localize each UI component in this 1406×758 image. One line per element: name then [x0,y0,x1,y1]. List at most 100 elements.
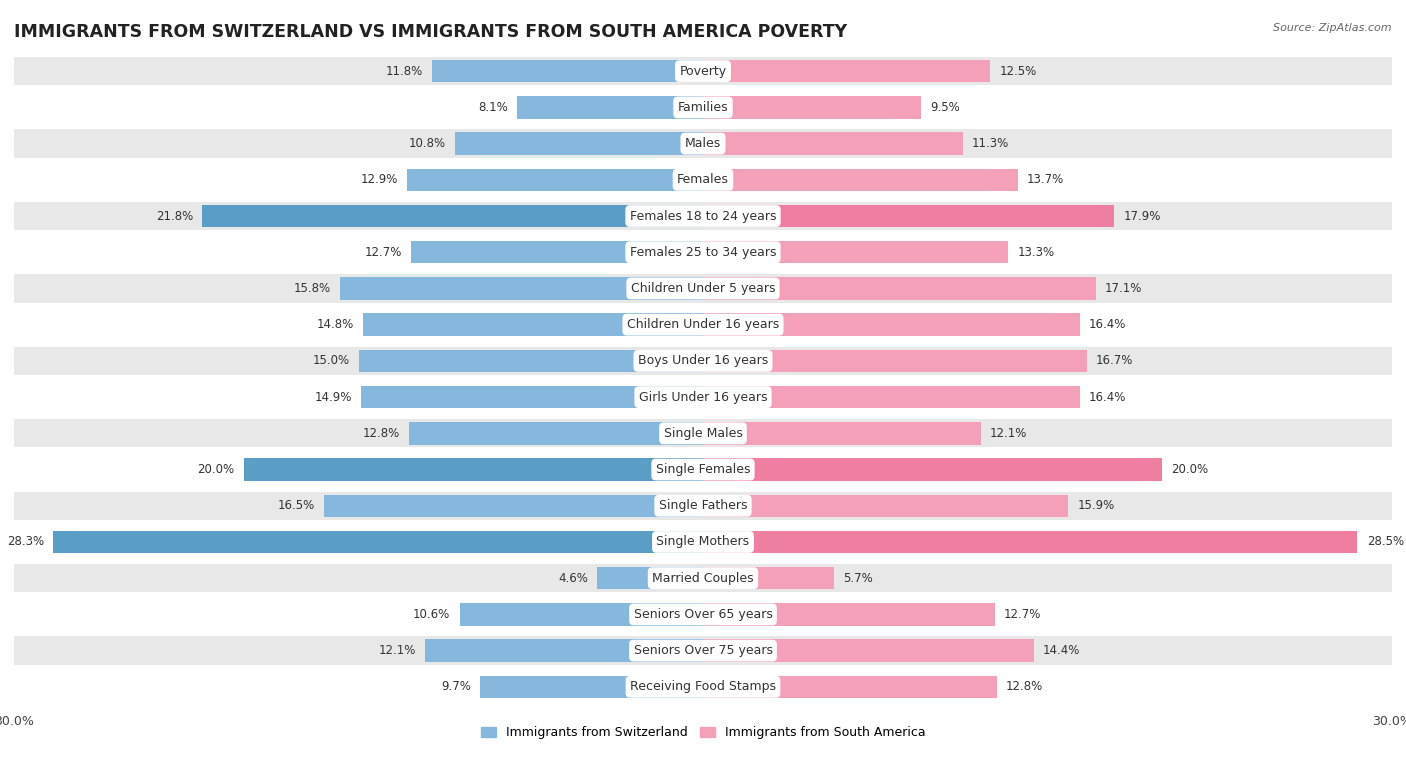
Bar [703,133,963,155]
Text: 10.6%: 10.6% [413,608,450,621]
Text: Seniors Over 75 years: Seniors Over 75 years [634,644,772,657]
Text: 15.9%: 15.9% [1077,500,1115,512]
Bar [703,494,1069,517]
Text: 8.1%: 8.1% [478,101,508,114]
Bar [53,531,703,553]
Bar [425,640,703,662]
Text: 17.9%: 17.9% [1123,209,1160,223]
Bar [14,528,1392,556]
Bar [14,637,1392,665]
Text: Females 18 to 24 years: Females 18 to 24 years [630,209,776,223]
Legend: Immigrants from Switzerland, Immigrants from South America: Immigrants from Switzerland, Immigrants … [475,722,931,744]
Bar [481,675,703,698]
Text: 16.4%: 16.4% [1088,318,1126,331]
Bar [14,672,1392,701]
Bar [432,60,703,83]
Text: Single Fathers: Single Fathers [659,500,747,512]
Text: 11.3%: 11.3% [972,137,1010,150]
Text: Single Females: Single Females [655,463,751,476]
Bar [323,494,703,517]
Bar [14,419,1392,447]
Bar [14,311,1392,339]
Text: 12.8%: 12.8% [363,427,399,440]
Bar [14,383,1392,412]
Text: 15.8%: 15.8% [294,282,330,295]
Bar [703,531,1358,553]
Bar [361,386,703,409]
Bar [703,603,994,625]
Text: 13.7%: 13.7% [1026,174,1064,186]
Bar [14,130,1392,158]
Text: 12.7%: 12.7% [364,246,402,258]
Bar [340,277,703,299]
Bar [598,567,703,590]
Text: 17.1%: 17.1% [1105,282,1142,295]
Bar [703,422,981,444]
Text: 28.5%: 28.5% [1367,535,1403,549]
Bar [703,205,1114,227]
Bar [703,241,1008,264]
Text: Source: ZipAtlas.com: Source: ZipAtlas.com [1274,23,1392,33]
Text: Receiving Food Stamps: Receiving Food Stamps [630,681,776,694]
Text: 9.7%: 9.7% [441,681,471,694]
Text: 12.1%: 12.1% [990,427,1028,440]
Bar [703,675,997,698]
Text: Girls Under 16 years: Girls Under 16 years [638,390,768,403]
Text: Families: Families [678,101,728,114]
Text: 4.6%: 4.6% [558,572,588,584]
Bar [517,96,703,118]
Bar [243,459,703,481]
Text: 10.8%: 10.8% [409,137,446,150]
Text: Single Mothers: Single Mothers [657,535,749,549]
Text: 28.3%: 28.3% [7,535,44,549]
Bar [14,238,1392,266]
Bar [460,603,703,625]
Bar [202,205,703,227]
Bar [14,57,1392,86]
Text: 12.7%: 12.7% [1004,608,1042,621]
Text: 16.5%: 16.5% [277,500,315,512]
Text: Single Males: Single Males [664,427,742,440]
Bar [14,600,1392,628]
Bar [359,349,703,372]
Bar [703,168,1018,191]
Text: 16.4%: 16.4% [1088,390,1126,403]
Bar [14,564,1392,592]
Text: 20.0%: 20.0% [1171,463,1209,476]
Text: 11.8%: 11.8% [385,64,423,77]
Bar [703,277,1095,299]
Bar [703,386,1080,409]
Bar [703,349,1087,372]
Text: 14.4%: 14.4% [1043,644,1080,657]
Bar [14,202,1392,230]
Text: 13.3%: 13.3% [1018,246,1054,258]
Text: 12.1%: 12.1% [378,644,416,657]
Bar [14,166,1392,194]
Text: 15.0%: 15.0% [312,355,349,368]
Bar [456,133,703,155]
Bar [406,168,703,191]
Bar [703,640,1033,662]
Bar [703,314,1080,336]
Text: Females 25 to 34 years: Females 25 to 34 years [630,246,776,258]
Text: 12.5%: 12.5% [1000,64,1036,77]
Text: 12.8%: 12.8% [1007,681,1043,694]
Bar [409,422,703,444]
Text: Married Couples: Married Couples [652,572,754,584]
Text: 5.7%: 5.7% [844,572,873,584]
Bar [14,346,1392,375]
Text: Poverty: Poverty [679,64,727,77]
Text: 9.5%: 9.5% [931,101,960,114]
Bar [703,60,990,83]
Text: 16.7%: 16.7% [1095,355,1133,368]
Bar [14,492,1392,520]
Bar [14,274,1392,302]
Text: IMMIGRANTS FROM SWITZERLAND VS IMMIGRANTS FROM SOUTH AMERICA POVERTY: IMMIGRANTS FROM SWITZERLAND VS IMMIGRANT… [14,23,848,41]
Text: Females: Females [678,174,728,186]
Text: Males: Males [685,137,721,150]
Text: Boys Under 16 years: Boys Under 16 years [638,355,768,368]
Text: 21.8%: 21.8% [156,209,193,223]
Bar [14,456,1392,484]
Text: 20.0%: 20.0% [197,463,235,476]
Text: 14.9%: 14.9% [315,390,352,403]
